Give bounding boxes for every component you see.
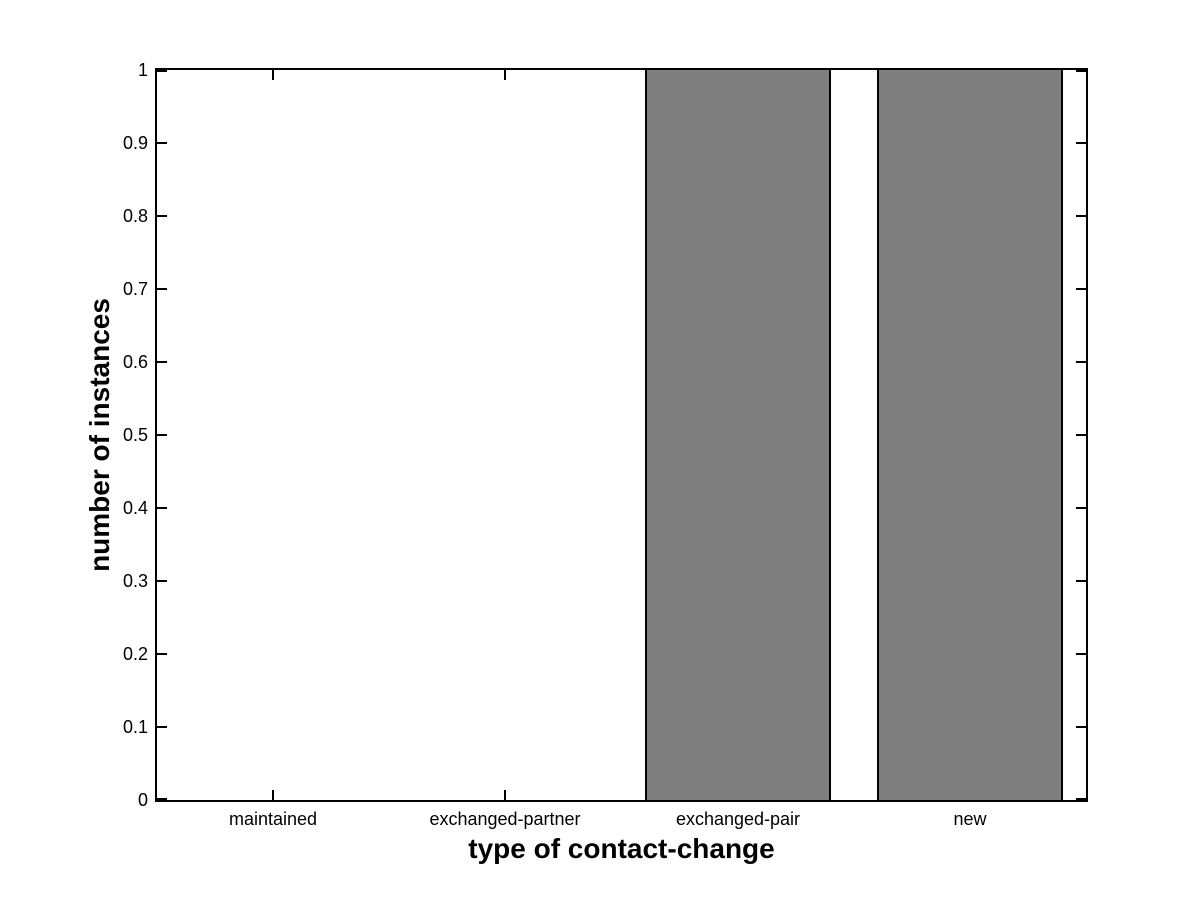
y-tick-label: 0.7 [122, 279, 148, 299]
x-tick-label: exchanged-partner [429, 809, 581, 829]
y-tick-mark [157, 653, 167, 655]
y-tick-label: 0.5 [122, 425, 148, 445]
bar-new [877, 68, 1063, 802]
y-tick-mark-right [1076, 288, 1086, 290]
y-tick-label: 0 [137, 790, 148, 810]
y-tick-label: 0.6 [122, 352, 148, 372]
y-tick-mark-right [1076, 653, 1086, 655]
y-tick-mark [157, 580, 167, 582]
y-tick-mark-right [1076, 215, 1086, 217]
y-tick-mark-right [1076, 726, 1086, 728]
x-tick-label: new [953, 809, 987, 829]
bar-exchanged-pair [645, 68, 831, 802]
y-tick-mark [157, 434, 167, 436]
y-tick-mark-right [1076, 142, 1086, 144]
y-tick-label: 1 [137, 60, 148, 80]
x-tick-mark-top [504, 70, 506, 80]
x-tick-mark [272, 790, 274, 800]
y-tick-label: 0.9 [122, 133, 148, 153]
y-tick-mark [157, 215, 167, 217]
y-tick-mark-right [1076, 70, 1086, 72]
plot-area [155, 68, 1088, 802]
y-tick-label: 0.4 [122, 498, 148, 518]
y-tick-label: 0.1 [122, 717, 148, 737]
y-tick-label: 0.2 [122, 644, 148, 664]
x-axis-label: type of contact-change [468, 833, 775, 864]
x-tick-mark-top [272, 70, 274, 80]
y-tick-label: 0.3 [122, 571, 148, 591]
y-tick-mark-right [1076, 361, 1086, 363]
y-tick-mark-right [1076, 434, 1086, 436]
y-tick-mark [157, 361, 167, 363]
y-tick-mark [157, 798, 167, 800]
y-tick-mark [157, 288, 167, 290]
y-tick-mark [157, 507, 167, 509]
y-tick-mark [157, 142, 167, 144]
y-tick-label: 0.8 [122, 206, 148, 226]
x-tick-label: exchanged-pair [675, 809, 801, 829]
x-tick-label: maintained [228, 809, 318, 829]
y-tick-mark-right [1076, 580, 1086, 582]
y-tick-mark-right [1076, 507, 1086, 509]
y-tick-mark [157, 726, 167, 728]
y-tick-mark-right [1076, 798, 1086, 800]
x-tick-mark [504, 790, 506, 800]
y-tick-mark [157, 70, 167, 72]
